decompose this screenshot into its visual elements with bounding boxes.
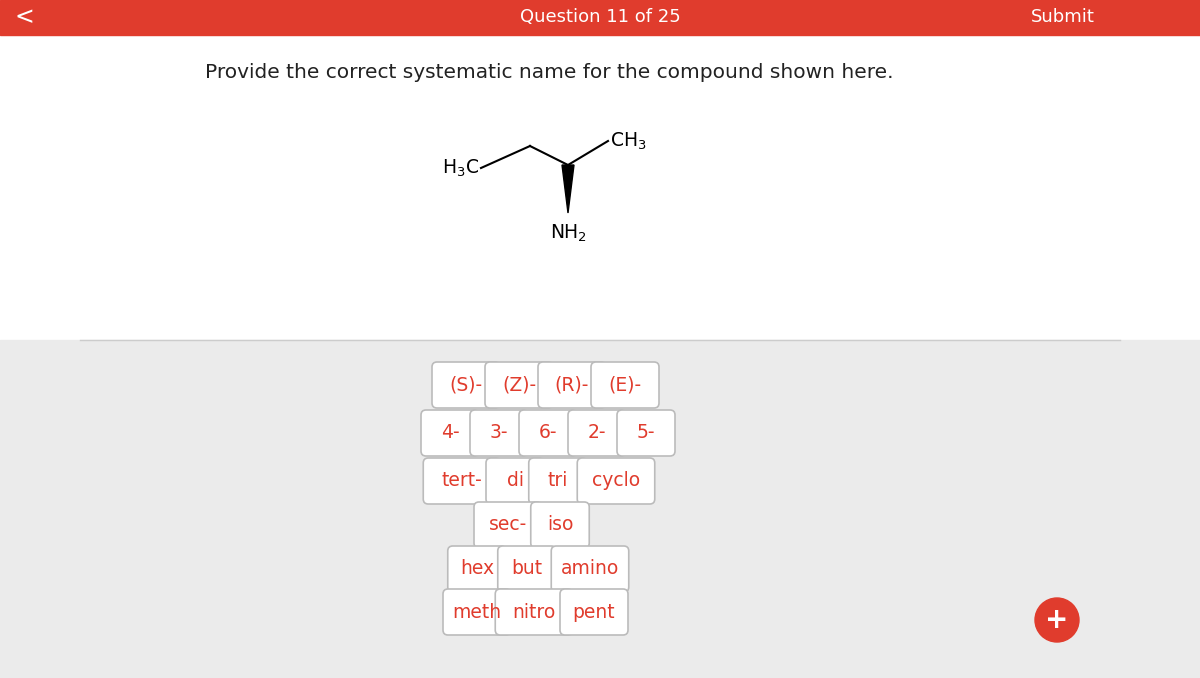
Bar	[0, 0, 1200, 340]
FancyBboxPatch shape	[474, 502, 542, 548]
FancyBboxPatch shape	[496, 589, 572, 635]
FancyBboxPatch shape	[432, 362, 500, 408]
FancyBboxPatch shape	[577, 458, 655, 504]
Text: pent: pent	[572, 603, 616, 622]
FancyBboxPatch shape	[538, 362, 606, 408]
Text: NH$_2$: NH$_2$	[550, 223, 587, 244]
FancyBboxPatch shape	[568, 410, 626, 456]
Text: iso: iso	[547, 515, 574, 534]
Text: (E)-: (E)-	[608, 376, 642, 395]
FancyBboxPatch shape	[421, 410, 479, 456]
FancyBboxPatch shape	[529, 458, 587, 504]
FancyBboxPatch shape	[530, 502, 589, 548]
FancyBboxPatch shape	[551, 546, 629, 592]
Text: 2-: 2-	[588, 424, 606, 443]
Bar	[0, 0, 1200, 35]
Text: (Z)-: (Z)-	[502, 376, 536, 395]
Text: CH$_3$: CH$_3$	[610, 130, 647, 152]
FancyBboxPatch shape	[560, 589, 628, 635]
Text: nitro: nitro	[512, 603, 556, 622]
FancyBboxPatch shape	[520, 410, 577, 456]
Polygon shape	[562, 165, 574, 213]
Text: (R)-: (R)-	[554, 376, 589, 395]
Text: cyclo: cyclo	[592, 471, 640, 490]
Text: di: di	[506, 471, 523, 490]
FancyBboxPatch shape	[485, 362, 553, 408]
Text: 4-: 4-	[440, 424, 460, 443]
Text: tri: tri	[548, 471, 568, 490]
Text: 3-: 3-	[490, 424, 509, 443]
Text: <: <	[14, 5, 34, 29]
Text: but: but	[511, 559, 542, 578]
Text: Provide the correct systematic name for the compound shown here.: Provide the correct systematic name for …	[205, 64, 893, 83]
FancyBboxPatch shape	[486, 458, 544, 504]
Text: Submit: Submit	[1031, 8, 1094, 26]
Text: meth: meth	[452, 603, 502, 622]
Text: 6-: 6-	[539, 424, 557, 443]
Text: Question 11 of 25: Question 11 of 25	[520, 8, 680, 26]
FancyBboxPatch shape	[443, 589, 511, 635]
FancyBboxPatch shape	[448, 546, 506, 592]
Circle shape	[1034, 598, 1079, 642]
FancyBboxPatch shape	[424, 458, 500, 504]
FancyBboxPatch shape	[498, 546, 557, 592]
Text: (S)-: (S)-	[450, 376, 482, 395]
Text: sec-: sec-	[488, 515, 527, 534]
Text: H$_3$C: H$_3$C	[442, 157, 479, 178]
Text: +: +	[1045, 606, 1069, 634]
Bar	[0, 340, 1200, 678]
FancyBboxPatch shape	[592, 362, 659, 408]
Text: amino: amino	[560, 559, 619, 578]
FancyBboxPatch shape	[470, 410, 528, 456]
Text: tert-: tert-	[442, 471, 482, 490]
Text: 5-: 5-	[637, 424, 655, 443]
FancyBboxPatch shape	[617, 410, 674, 456]
Text: hex: hex	[460, 559, 494, 578]
